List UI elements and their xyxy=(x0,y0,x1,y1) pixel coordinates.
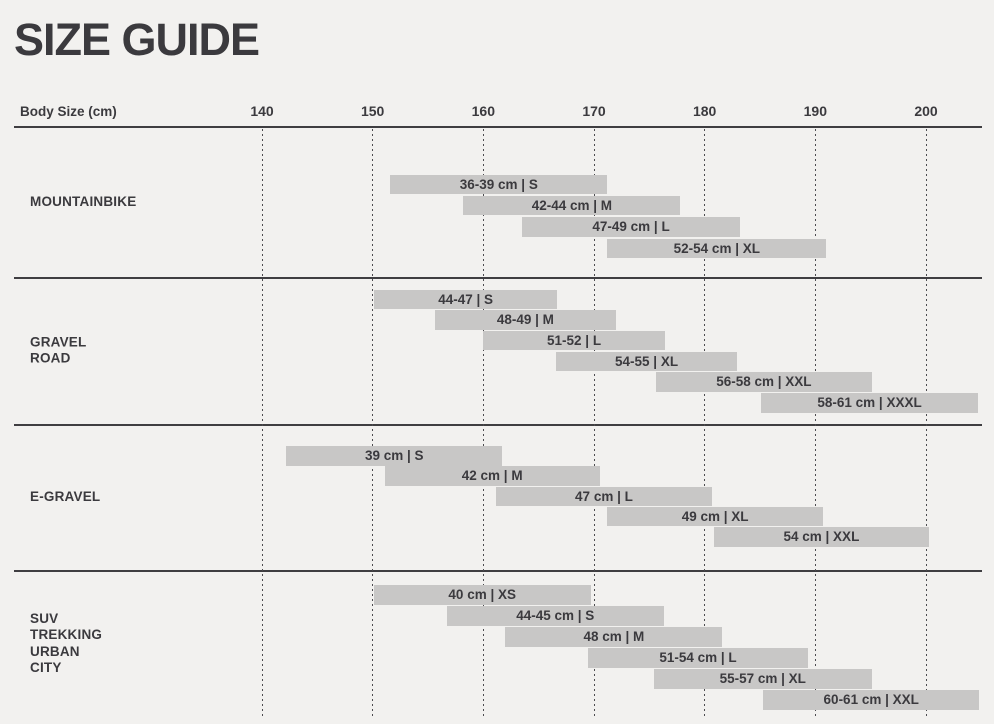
size-bar-label: 48 cm | M xyxy=(583,629,645,644)
size-bar-xs: 40 cm | XS xyxy=(373,585,591,605)
axis-line xyxy=(14,126,982,128)
size-bar-label: 51-52 | L xyxy=(547,332,602,348)
size-bar-label: 39 cm | S xyxy=(364,448,424,463)
size-bar-s: 44-45 cm | S xyxy=(446,606,664,626)
grid-line-180 xyxy=(704,129,706,717)
section-label-mountainbike: MOUNTAINBIKE xyxy=(30,193,137,209)
size-bar-label: 40 cm | XS xyxy=(448,587,516,602)
size-bar-label: 42-44 cm | M xyxy=(531,197,613,213)
size-bar-label: 60-61 cm | XXL xyxy=(823,692,919,707)
size-bar-s: 36-39 cm | S xyxy=(390,174,608,194)
grid-line-200 xyxy=(925,129,927,717)
section-label-gravel: GRAVEL ROAD xyxy=(30,334,87,366)
tick-label-190: 190 xyxy=(803,103,828,119)
size-bar-s: 44-47 | S xyxy=(373,289,558,309)
size-bar-label: 42 cm | M xyxy=(461,468,523,484)
grid-line-160 xyxy=(482,129,484,717)
page-title: SIZE GUIDE xyxy=(14,14,260,65)
section-divider-3 xyxy=(14,570,982,572)
size-bar-m: 42-44 cm | M xyxy=(463,195,681,216)
tick-label-200: 200 xyxy=(914,103,938,119)
size-bar-l: 51-52 | L xyxy=(483,330,665,351)
section-divider-2 xyxy=(14,424,982,426)
size-bar-label: 58-61 cm | XXXL xyxy=(817,395,922,410)
size-bar-l: 47 cm | L xyxy=(495,486,713,507)
size-bar-l: 51-54 cm | L xyxy=(588,648,808,668)
size-bar-label: 47 cm | L xyxy=(575,488,633,504)
tick-label-160: 160 xyxy=(471,103,496,119)
size-bar-m: 48 cm | M xyxy=(505,627,723,647)
section-divider-1 xyxy=(14,277,982,279)
size-bar-label: 55-57 cm | XL xyxy=(719,671,806,686)
axis-label-body-size: Body Size (cm) xyxy=(20,104,117,119)
grid-line-190 xyxy=(814,129,816,717)
size-bar-label: 48-49 | M xyxy=(496,312,554,328)
size-bar-xxl: 56-58 cm | XXL xyxy=(655,372,872,392)
size-bar-xxxl: 58-61 cm | XXXL xyxy=(761,393,978,413)
size-bar-xxl: 54 cm | XXL xyxy=(713,527,930,547)
size-bar-xl: 55-57 cm | XL xyxy=(653,669,872,689)
size-bar-xl: 49 cm | XL xyxy=(607,506,824,527)
size-bar-label: 52-54 cm | XL xyxy=(673,240,760,256)
size-bar-label: 54-55 | XL xyxy=(615,353,679,369)
tick-label-150: 150 xyxy=(360,103,385,119)
size-bar-label: 47-49 cm | L xyxy=(592,219,670,235)
size-bar-label: 44-45 cm | S xyxy=(516,608,595,623)
size-bar-label: 51-54 cm | L xyxy=(659,650,737,665)
size-bar-s: 39 cm | S xyxy=(286,446,503,466)
size-bar-label: 36-39 cm | S xyxy=(459,176,538,192)
size-bar-label: 56-58 cm | XXL xyxy=(716,374,812,390)
tick-label-180: 180 xyxy=(692,103,717,119)
size-bar-m: 42 cm | M xyxy=(384,466,600,486)
section-label-e-gravel: E-GRAVEL xyxy=(30,488,101,504)
grid-line-140 xyxy=(261,129,263,717)
tick-label-140: 140 xyxy=(250,103,274,119)
size-bar-l: 47-49 cm | L xyxy=(522,217,741,237)
tick-label-170: 170 xyxy=(582,103,606,119)
grid-line-170 xyxy=(593,129,595,717)
size-bar-xxl: 60-61 cm | XXL xyxy=(763,690,980,710)
size-bar-xl: 54-55 | XL xyxy=(556,351,737,372)
size-bar-label: 49 cm | XL xyxy=(681,508,749,524)
section-label-suv: SUV TREKKING URBAN CITY xyxy=(30,610,103,676)
grid-line-150 xyxy=(372,129,374,717)
size-bar-m: 48-49 | M xyxy=(434,310,617,330)
size-bar-label: 44-47 | S xyxy=(438,291,494,307)
size-bar-xl: 52-54 cm | XL xyxy=(607,238,827,259)
size-bar-label: 54 cm | XXL xyxy=(783,529,860,545)
